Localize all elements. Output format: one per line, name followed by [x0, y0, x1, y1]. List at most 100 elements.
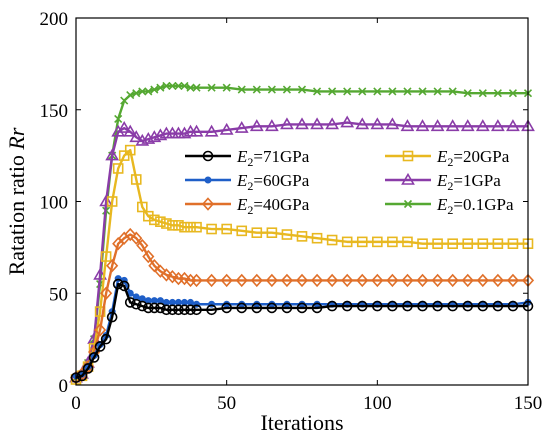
y-tick-label: 50 [49, 284, 68, 305]
data-point [237, 85, 246, 94]
data-point [251, 227, 263, 238]
data-point [111, 124, 126, 137]
data-point [266, 227, 278, 238]
data-point [179, 221, 190, 233]
y-axis-title: Ratation ratio Rr [4, 127, 29, 275]
data-point [100, 251, 112, 262]
data-point [124, 227, 137, 242]
data-point [295, 117, 309, 130]
data-point [506, 273, 520, 288]
data-point [343, 87, 352, 96]
data-point [118, 150, 130, 161]
data-point [447, 300, 458, 312]
data-point [462, 300, 474, 312]
legend-label: E2=60GPa [236, 171, 310, 193]
data-point [358, 87, 367, 96]
legend-marker [403, 199, 413, 209]
data-point [192, 83, 201, 92]
data-point [325, 117, 340, 130]
data-point [142, 249, 155, 264]
data-point [138, 87, 147, 96]
data-point [156, 83, 165, 92]
data-point [328, 87, 337, 96]
data-point [311, 302, 323, 314]
data-point [370, 117, 385, 130]
data-point [124, 144, 136, 156]
legend-marker [201, 197, 215, 211]
data-point [149, 214, 160, 226]
data-point [221, 302, 232, 314]
data-point [507, 300, 519, 312]
legend-item: E2=60GPa [185, 171, 310, 193]
data-point [340, 115, 355, 128]
data-point [356, 236, 368, 248]
data-point [492, 300, 504, 312]
y-tick-label: 100 [40, 193, 69, 214]
data-point [417, 238, 428, 250]
data-point [326, 300, 338, 312]
data-point [252, 85, 261, 94]
data-point [341, 273, 354, 288]
data-point [326, 273, 339, 288]
data-point [206, 304, 217, 316]
legend-item: E2=1GPa [385, 171, 501, 193]
series-4 [69, 115, 535, 383]
series-layer [69, 81, 535, 385]
data-point [462, 238, 474, 250]
data-point [173, 220, 184, 231]
x-axis-title: Iterations [260, 410, 343, 435]
series-1 [72, 275, 532, 380]
data-point [341, 300, 353, 312]
data-point [161, 304, 172, 316]
data-point [310, 117, 324, 130]
data-point [387, 236, 398, 248]
tick-layer: 0 50 100 150 0 50 100 150 200 [40, 9, 543, 414]
data-point [432, 238, 443, 250]
data-point [130, 298, 142, 310]
data-point [461, 273, 474, 288]
data-point [433, 87, 442, 96]
data-point [186, 83, 195, 92]
data-point [220, 273, 233, 288]
data-point [249, 119, 264, 132]
data-point [431, 273, 444, 288]
data-point [99, 194, 114, 207]
data-point [94, 306, 106, 317]
data-point [161, 218, 172, 229]
data-point [432, 300, 443, 312]
data-point [311, 232, 323, 244]
data-point [117, 121, 132, 133]
data-point [402, 300, 413, 312]
data-point [106, 311, 118, 323]
data-point [100, 333, 112, 345]
data-point [372, 236, 383, 248]
data-point [136, 300, 148, 312]
legend-marker [204, 176, 212, 184]
data-point [143, 210, 154, 222]
x-tick-label: 150 [514, 393, 543, 414]
data-point [296, 302, 308, 314]
x-tick-label: 50 [217, 393, 236, 414]
data-point [204, 124, 219, 137]
data-point [236, 302, 248, 314]
data-point [387, 300, 398, 312]
series-line [75, 282, 528, 379]
data-point [106, 196, 118, 207]
data-point [430, 119, 445, 132]
data-point [386, 273, 399, 288]
data-point [372, 300, 383, 312]
data-point [190, 273, 203, 288]
data-point [388, 87, 397, 96]
data-point [417, 300, 428, 312]
data-point [180, 81, 189, 90]
data-point [326, 234, 338, 246]
legend-label: E2=0.1GPa [436, 195, 514, 217]
y-axis-title-symbol: Rr [4, 127, 29, 150]
legend-marker [202, 150, 214, 162]
legend-label: E2=71GPa [236, 147, 310, 169]
y-tick-label: 150 [40, 101, 69, 122]
data-point [475, 119, 490, 132]
data-point [371, 273, 384, 288]
legend-item: E2=20GPa [385, 147, 510, 169]
